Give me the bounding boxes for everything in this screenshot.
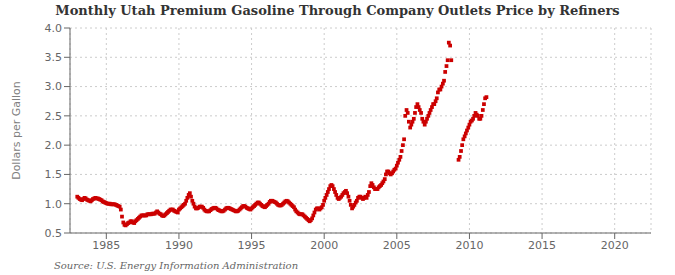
svg-text:4.0: 4.0 [45,22,63,35]
svg-text:0.5: 0.5 [45,227,63,240]
html-text:Source: U.S. Energy Informatio: Source: U.S. Energy Information Administ… [54,260,299,271]
svg-text:1995: 1995 [238,239,266,252]
svg-text:2015: 2015 [528,239,556,252]
svg-text:2020: 2020 [601,239,629,252]
svg-text:1985: 1985 [92,239,120,252]
svg-text:1.5: 1.5 [45,168,63,181]
svg-text:1.0: 1.0 [45,198,63,211]
svg-text:2.5: 2.5 [45,110,63,123]
svg-text:2005: 2005 [383,239,411,252]
html-text:Monthly Utah Premium Gasoline: Monthly Utah Premium Gasoline Through Co… [55,3,620,18]
svg-text:2.0: 2.0 [45,139,63,152]
svg-text:3.5: 3.5 [45,51,63,64]
svg-text:2010: 2010 [455,239,483,252]
svg-text:1990: 1990 [165,239,193,252]
svg-text:3.0: 3.0 [45,80,63,93]
svg-text:2000: 2000 [310,239,338,252]
svg-text:Dollars per Gallon: Dollars per Gallon [10,81,23,180]
